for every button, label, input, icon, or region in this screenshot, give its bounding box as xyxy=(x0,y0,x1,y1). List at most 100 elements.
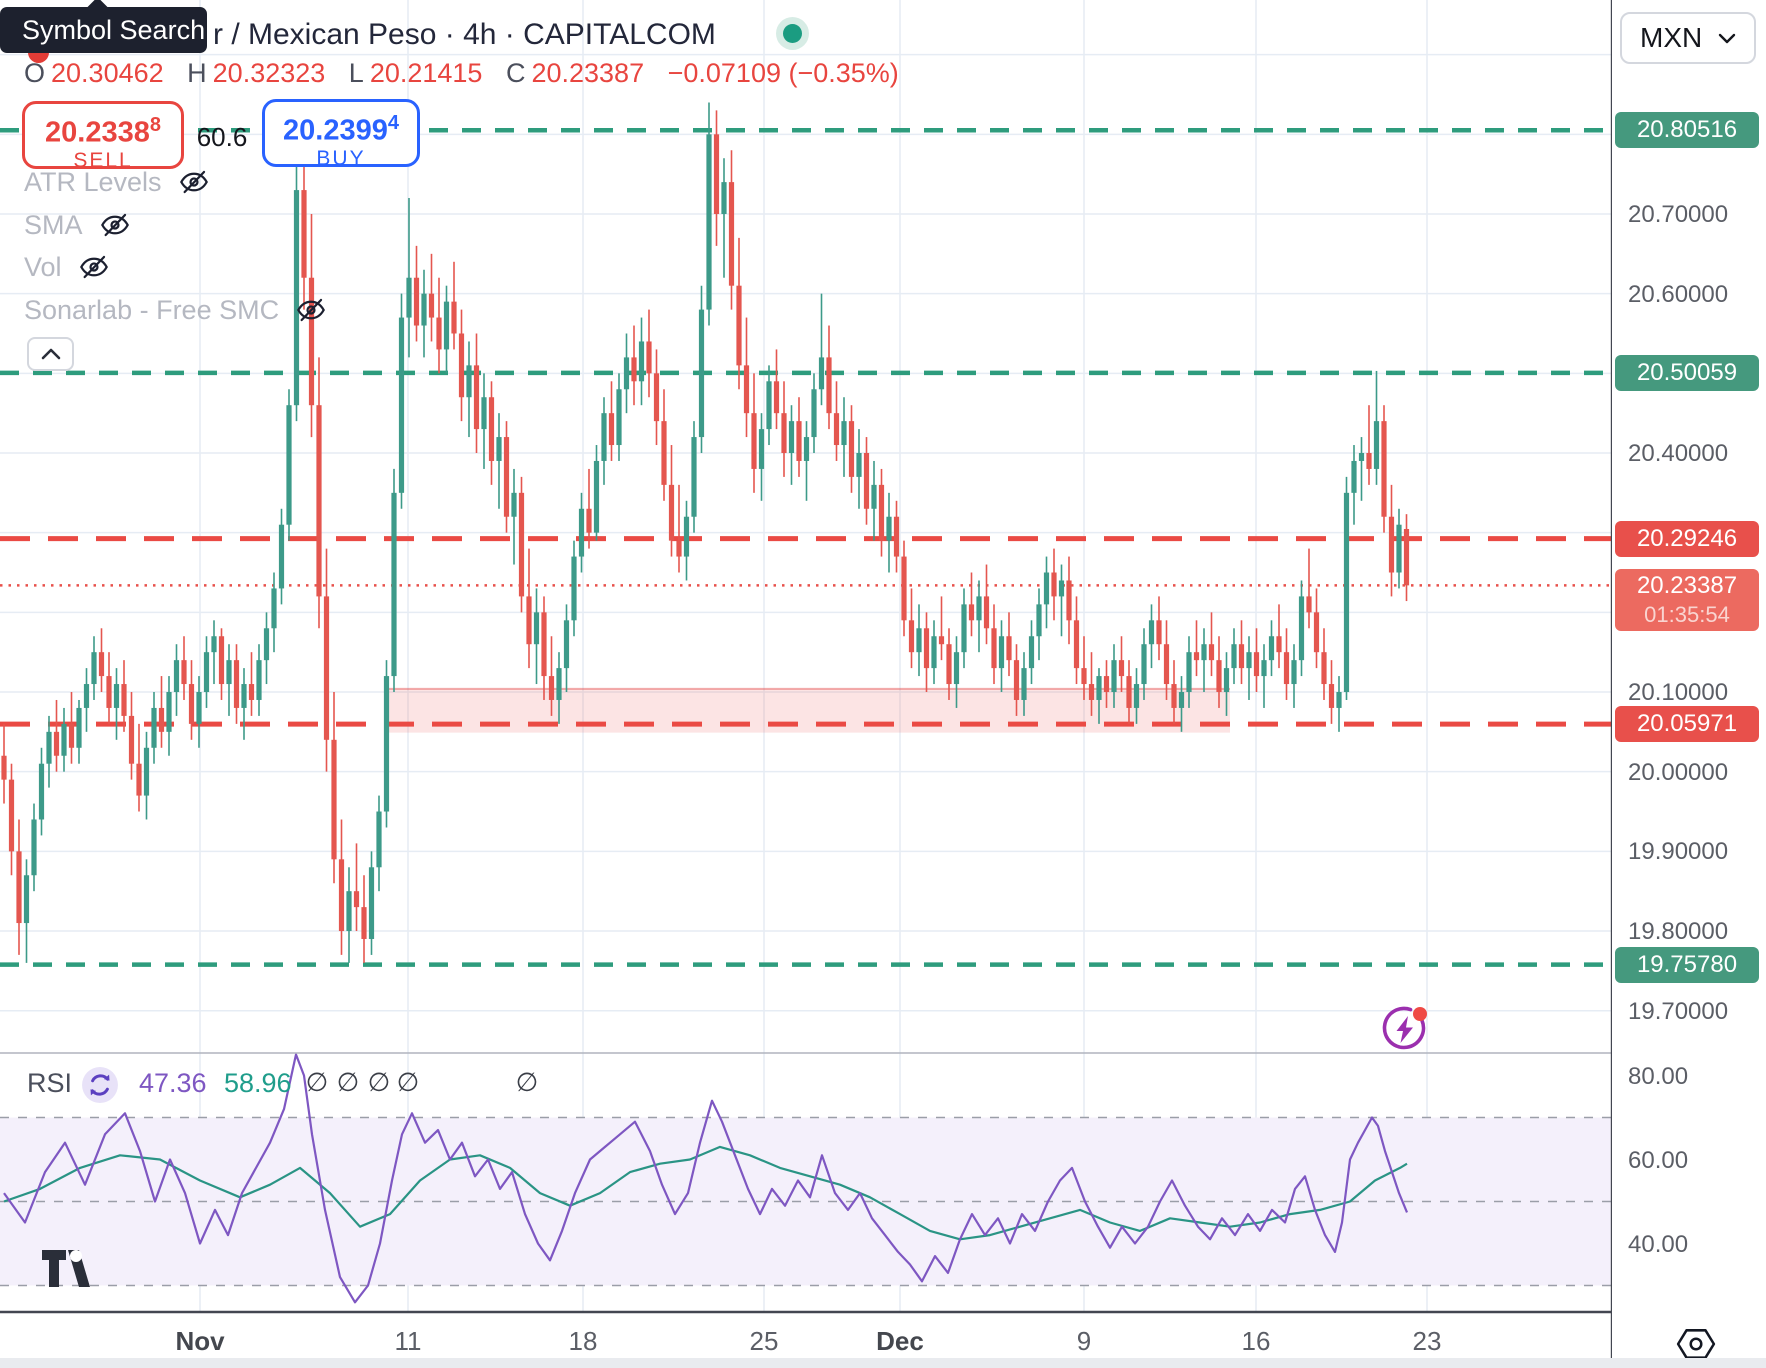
candle-body xyxy=(301,190,307,278)
indicator-row-sma[interactable]: SMA xyxy=(24,205,131,245)
tradingview-logo[interactable] xyxy=(40,1248,94,1290)
candle-body xyxy=(796,421,802,461)
empty-set-icon: ∅ xyxy=(367,1067,391,1097)
collapse-legend-button[interactable] xyxy=(27,337,74,371)
price-tick-label: 19.90000 xyxy=(1628,838,1729,866)
price-tick-label: 20.10000 xyxy=(1628,679,1729,706)
candle-body xyxy=(406,277,412,318)
price-tick-label: 20.40000 xyxy=(1628,440,1729,467)
candle-body xyxy=(256,660,262,700)
candle-body xyxy=(1223,668,1230,693)
candle-body xyxy=(1403,528,1410,586)
demand-zone xyxy=(385,688,1230,733)
candle-body xyxy=(833,413,840,446)
candle-body xyxy=(698,309,705,438)
refresh-icon[interactable] xyxy=(81,1066,119,1104)
candle-body xyxy=(368,867,375,939)
time-axis-label[interactable]: Nov xyxy=(175,1326,225,1356)
candle-body xyxy=(1328,684,1335,708)
last-price-countdown-label: 20.23387 01:35:54 xyxy=(1615,569,1759,632)
candle-body xyxy=(188,684,195,724)
indicator-row-sonarlab-free-smc[interactable]: Sonarlab - Free SMC xyxy=(24,290,327,330)
candle-body xyxy=(1276,636,1282,653)
candle-body xyxy=(263,628,270,661)
candle-body xyxy=(428,293,435,318)
candle-body xyxy=(563,620,570,669)
candle-body xyxy=(1186,652,1192,693)
candle-body xyxy=(1163,644,1170,685)
indicator-label: SMA xyxy=(24,209,83,240)
indicator-row-vol[interactable]: Vol xyxy=(24,247,110,287)
eye-off-icon[interactable] xyxy=(295,294,327,326)
candle-body xyxy=(278,524,285,589)
price-tick-label: 19.70000 xyxy=(1628,997,1729,1025)
indicator-row-atr-levels[interactable]: ATR Levels xyxy=(24,162,210,202)
candle-body xyxy=(751,413,757,469)
instant-trading-lightning-icon[interactable] xyxy=(1379,1003,1431,1055)
candle-body xyxy=(226,660,232,685)
candle-body xyxy=(1036,604,1042,637)
time-axis-label[interactable]: 16 xyxy=(1241,1326,1271,1356)
bottom-edge xyxy=(0,1358,1766,1368)
candle-body xyxy=(811,389,817,438)
empty-set-icon: ∅ xyxy=(305,1067,329,1097)
time-axis-label[interactable]: 9 xyxy=(1076,1326,1092,1356)
close-value: 20.23387 xyxy=(531,58,645,88)
candle-body xyxy=(293,190,300,406)
candle-body xyxy=(1043,572,1050,605)
candle-body xyxy=(713,134,720,214)
buy-price-pip: 4 xyxy=(387,112,399,134)
candle-body xyxy=(578,508,585,557)
candle-body xyxy=(1268,636,1275,661)
candle-body xyxy=(1088,684,1095,700)
candle-body xyxy=(991,628,997,669)
candle-body xyxy=(121,684,127,716)
price-tick-label: 19.80000 xyxy=(1628,918,1729,946)
eye-off-icon[interactable] xyxy=(99,209,131,241)
candle-body xyxy=(1021,668,1027,700)
smc-level-price-label: 20.80516 xyxy=(1615,112,1759,149)
spread-value: 60.6 xyxy=(196,122,248,152)
time-axis-label[interactable]: 23 xyxy=(1412,1326,1442,1356)
candle-body xyxy=(233,660,240,708)
symbol-search-tooltip: Symbol Search xyxy=(0,0,207,53)
close-label: C xyxy=(505,58,526,88)
candle-body xyxy=(901,556,907,621)
candle-body xyxy=(413,277,420,326)
price-scale-settings-eye-icon[interactable] xyxy=(1676,1326,1716,1362)
currency-selector[interactable]: MXN xyxy=(1620,12,1756,64)
smc-level-price-label: 20.50059 xyxy=(1615,354,1759,391)
time-axis-label[interactable]: 25 xyxy=(749,1326,779,1356)
candle-body xyxy=(338,859,345,932)
candle-body xyxy=(286,405,292,525)
smc-level-price-label: 19.75780 xyxy=(1615,946,1759,983)
candle-body xyxy=(1246,652,1252,669)
candle-body xyxy=(1343,492,1350,693)
price-axis[interactable]: MXN 20.80516 20.70000 20.60000 20.50059 20.4… xyxy=(1612,0,1766,1368)
candle-body xyxy=(931,636,937,669)
symbol-title[interactable]: r / Mexican Peso · 4h · CAPITALCOM xyxy=(213,18,716,51)
candle-body xyxy=(46,731,52,764)
time-axis-label[interactable]: Dec xyxy=(876,1326,924,1356)
indicator-label: Sonarlab - Free SMC xyxy=(24,294,280,325)
candle-body xyxy=(1126,676,1132,708)
candle-body xyxy=(353,891,360,908)
eye-off-icon[interactable] xyxy=(78,251,110,283)
rsi-indicator-title[interactable]: RSI xyxy=(27,1068,73,1098)
candle-body xyxy=(638,341,645,382)
candle-body xyxy=(68,723,75,748)
candle-body xyxy=(38,763,45,820)
buy-button[interactable]: 20.23994 BUY xyxy=(262,99,420,170)
candle-body xyxy=(511,492,517,517)
market-status-halo xyxy=(776,17,809,50)
time-axis-label[interactable]: 18 xyxy=(568,1326,598,1356)
eye-off-icon[interactable] xyxy=(178,166,210,198)
candle-body xyxy=(1201,644,1207,661)
time-axis-label[interactable]: 11 xyxy=(394,1326,422,1356)
candle-body xyxy=(653,373,660,422)
candle-body xyxy=(1,755,7,780)
sell-button[interactable]: 20.23388 SELL xyxy=(22,101,184,172)
candle-body xyxy=(1103,676,1110,693)
